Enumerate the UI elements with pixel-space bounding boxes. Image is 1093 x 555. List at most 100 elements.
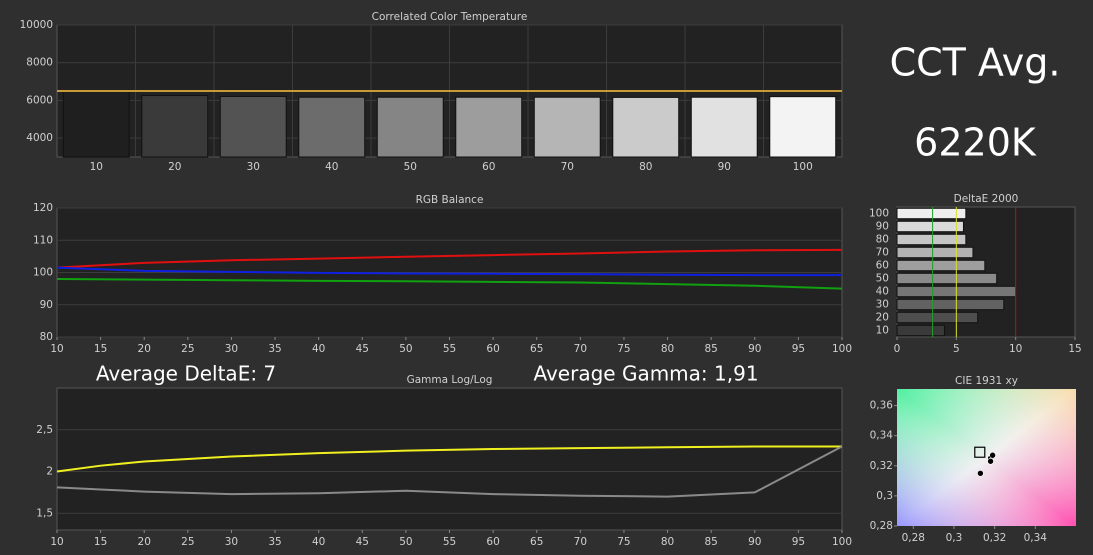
y-tick-label: 0,34 bbox=[870, 430, 894, 442]
x-tick-label: 75 bbox=[617, 536, 630, 548]
bar bbox=[896, 298, 1005, 311]
chart-title: CIE 1931 xy bbox=[955, 375, 1018, 387]
bar bbox=[896, 324, 945, 337]
y-tick-label: 70 bbox=[876, 247, 889, 259]
x-tick-label: 85 bbox=[704, 536, 717, 548]
x-tick-label: 70 bbox=[574, 343, 587, 355]
x-tick-label: 10 bbox=[90, 161, 103, 173]
x-tick-label: 25 bbox=[181, 343, 194, 355]
y-tick-label: 0,28 bbox=[870, 520, 893, 532]
x-tick-label: 25 bbox=[181, 536, 194, 548]
chart-title: RGB Balance bbox=[416, 194, 484, 206]
x-tick-label: 80 bbox=[661, 343, 674, 355]
measured-point bbox=[989, 451, 996, 459]
y-tick-label: 30 bbox=[876, 299, 889, 311]
x-tick-label: 10 bbox=[50, 343, 63, 355]
cct-avg-label: CCT Avg. bbox=[890, 41, 1061, 85]
cie-overlay bbox=[897, 389, 1076, 526]
x-tick-label: 100 bbox=[793, 161, 813, 173]
series-line bbox=[56, 248, 843, 269]
series-line bbox=[56, 266, 842, 277]
y-tick-label: 60 bbox=[876, 260, 889, 272]
y-tick-label: 0,36 bbox=[870, 400, 894, 412]
x-tick-label: 10 bbox=[50, 536, 63, 548]
bar bbox=[769, 96, 837, 158]
y-tick-label: 40 bbox=[876, 286, 889, 298]
x-tick-label: 20 bbox=[138, 536, 151, 548]
y-tick-label: 2,5 bbox=[36, 424, 53, 436]
y-tick-label: 20 bbox=[876, 312, 889, 324]
series-line bbox=[56, 445, 843, 498]
bar bbox=[896, 311, 979, 324]
bar bbox=[896, 272, 998, 285]
x-tick-label: 55 bbox=[443, 536, 456, 548]
x-tick-label: 0,28 bbox=[902, 532, 925, 544]
bar bbox=[455, 96, 523, 158]
x-tick-label: 70 bbox=[561, 161, 574, 173]
x-tick-label: 65 bbox=[530, 343, 543, 355]
x-tick-label: 100 bbox=[832, 536, 852, 548]
measured-point bbox=[987, 457, 994, 465]
bar bbox=[612, 96, 680, 158]
x-tick-label: 40 bbox=[312, 536, 325, 548]
x-tick-label: 80 bbox=[661, 536, 674, 548]
x-tick-label: 20 bbox=[138, 343, 151, 355]
average-gamma: Average Gamma: 1,91 bbox=[533, 362, 758, 386]
bar bbox=[896, 220, 964, 233]
x-tick-label: 0,3 bbox=[946, 532, 963, 544]
x-tick-label: 35 bbox=[268, 343, 281, 355]
x-tick-label: 60 bbox=[482, 161, 495, 173]
y-tick-label: 80 bbox=[876, 234, 889, 246]
y-tick-label: 100 bbox=[869, 208, 889, 220]
x-tick-label: 45 bbox=[356, 536, 369, 548]
x-tick-label: 50 bbox=[399, 343, 412, 355]
x-tick-label: 90 bbox=[718, 161, 731, 173]
x-tick-label: 95 bbox=[792, 536, 805, 548]
y-tick-label: 120 bbox=[33, 202, 53, 214]
x-tick-label: 60 bbox=[486, 343, 499, 355]
x-tick-label: 5 bbox=[953, 343, 960, 355]
x-tick-label: 30 bbox=[225, 343, 238, 355]
x-tick-label: 80 bbox=[639, 161, 652, 173]
x-tick-label: 30 bbox=[225, 536, 238, 548]
x-tick-label: 75 bbox=[617, 343, 630, 355]
x-tick-label: 15 bbox=[1068, 343, 1081, 355]
average-deltae: Average DeltaE: 7 bbox=[96, 362, 276, 386]
bar bbox=[896, 246, 974, 259]
y-tick-label: 80 bbox=[40, 331, 53, 343]
y-tick-label: 110 bbox=[33, 234, 53, 246]
x-tick-label: 30 bbox=[247, 161, 260, 173]
bar bbox=[298, 96, 366, 158]
x-tick-label: 60 bbox=[486, 536, 499, 548]
x-tick-label: 85 bbox=[704, 343, 717, 355]
y-tick-label: 0,3 bbox=[876, 490, 893, 502]
target-point bbox=[974, 446, 986, 458]
series-line bbox=[56, 445, 842, 473]
x-tick-label: 55 bbox=[443, 343, 456, 355]
series-line bbox=[56, 277, 843, 290]
x-tick-label: 20 bbox=[168, 161, 181, 173]
cct-avg-value: 6220K bbox=[914, 121, 1037, 165]
chart-title: Gamma Log/Log bbox=[407, 374, 493, 386]
y-tick-label: 4000 bbox=[26, 132, 53, 144]
x-tick-label: 15 bbox=[94, 343, 107, 355]
bar bbox=[141, 95, 209, 158]
x-tick-label: 0,34 bbox=[1024, 532, 1048, 544]
x-tick-label: 15 bbox=[94, 536, 107, 548]
x-tick-label: 100 bbox=[832, 343, 852, 355]
bar bbox=[690, 96, 758, 158]
bar bbox=[376, 96, 444, 158]
x-tick-label: 35 bbox=[268, 536, 281, 548]
bar bbox=[533, 96, 601, 158]
y-tick-label: 2 bbox=[46, 466, 53, 478]
y-tick-label: 90 bbox=[40, 299, 53, 311]
y-tick-label: 10000 bbox=[20, 19, 53, 31]
y-tick-label: 8000 bbox=[26, 57, 53, 69]
y-tick-label: 100 bbox=[33, 267, 53, 279]
x-tick-label: 45 bbox=[356, 343, 369, 355]
chart-title: Correlated Color Temperature bbox=[372, 11, 528, 23]
bar bbox=[62, 90, 130, 158]
bar bbox=[896, 207, 967, 220]
